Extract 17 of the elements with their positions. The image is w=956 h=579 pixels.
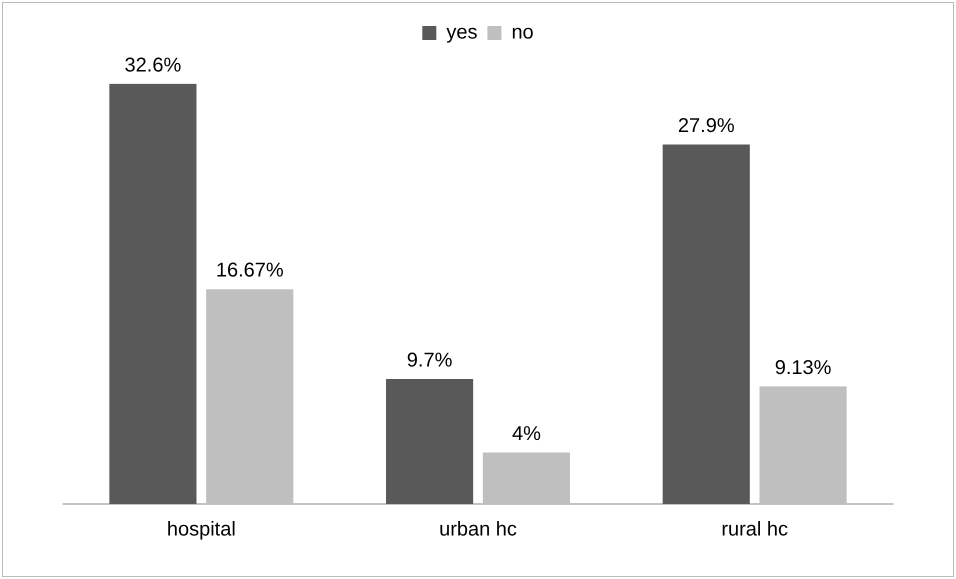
legend-label: no xyxy=(511,22,534,44)
data-label: 27.9% xyxy=(678,115,735,138)
data-label: 32.6% xyxy=(124,54,182,76)
bar xyxy=(109,84,196,504)
bar xyxy=(760,386,847,504)
bar xyxy=(206,289,294,504)
x-tick-label: rural hc xyxy=(721,518,788,541)
data-label: 9.13% xyxy=(774,356,832,379)
bar xyxy=(662,144,750,504)
data-label: 9.7% xyxy=(406,350,453,372)
legend-label: yes xyxy=(446,22,478,44)
data-label: 16.67% xyxy=(216,260,284,282)
x-tick-label: urban hc xyxy=(439,518,517,541)
bar xyxy=(482,452,570,504)
data-label: 4% xyxy=(512,422,542,445)
x-tick-label: hospital xyxy=(166,518,236,541)
bar xyxy=(386,379,474,504)
